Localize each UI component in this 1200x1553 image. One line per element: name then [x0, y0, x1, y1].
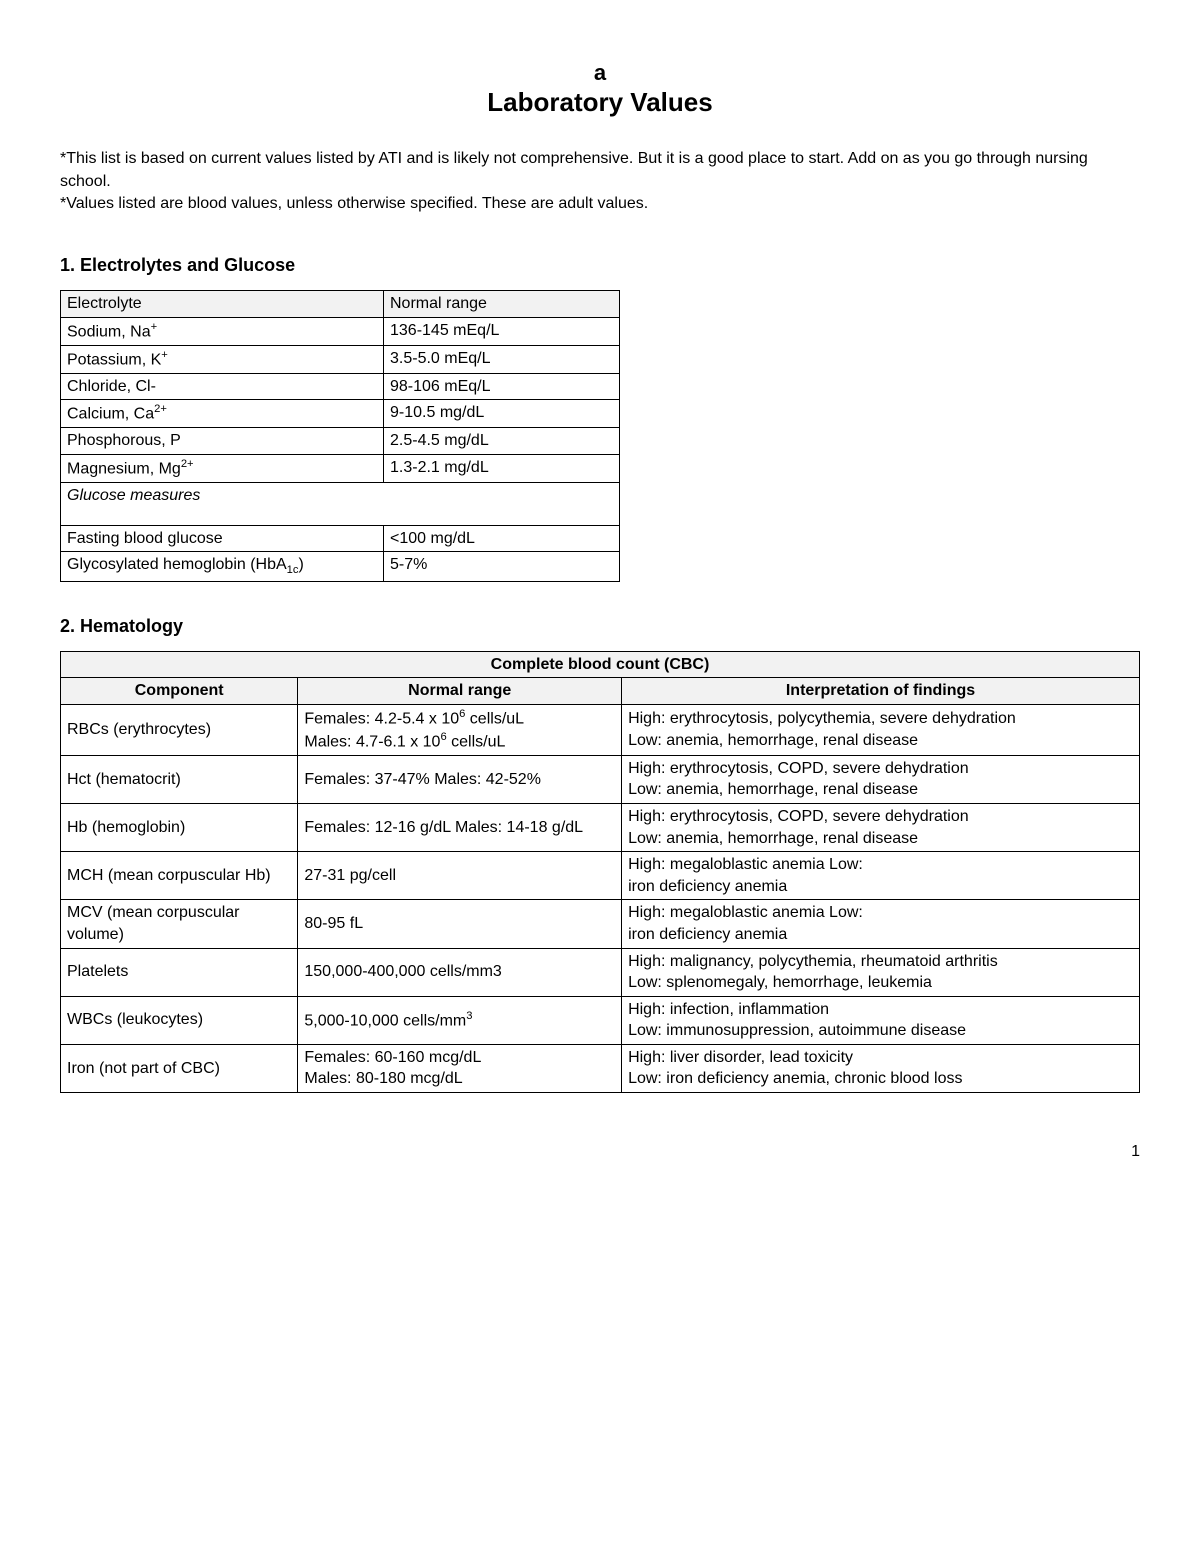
- cbc-component: Hb (hemoglobin): [61, 803, 298, 851]
- electrolyte-name: Phosphorous, P: [61, 428, 384, 455]
- cbc-range: 5,000-10,000 cells/mm3: [298, 996, 622, 1044]
- table-row: Magnesium, Mg2+1.3-2.1 mg/dL: [61, 454, 620, 482]
- cbc-banner: Complete blood count (CBC): [61, 651, 1140, 678]
- cbc-range: 80-95 fL: [298, 900, 622, 948]
- table-row: Chloride, Cl-98-106 mEq/L: [61, 373, 620, 400]
- electrolyte-range: 1.3-2.1 mg/dL: [384, 454, 620, 482]
- cbc-header-component: Component: [61, 678, 298, 705]
- cbc-interpretation: High: malignancy, polycythemia, rheumato…: [622, 948, 1140, 996]
- glucose-divider: Glucose measures: [61, 482, 620, 525]
- electrolyte-range: 98-106 mEq/L: [384, 373, 620, 400]
- electrolyte-range: 2.5-4.5 mg/dL: [384, 428, 620, 455]
- table-row: MCV (mean corpuscular volume)80-95 fLHig…: [61, 900, 1140, 948]
- cbc-component: RBCs (erythrocytes): [61, 704, 298, 755]
- table-row: Calcium, Ca2+9-10.5 mg/dL: [61, 400, 620, 428]
- electrolyte-range: 136-145 mEq/L: [384, 317, 620, 345]
- electrolyte-header-range: Normal range: [384, 291, 620, 318]
- cbc-range: Females: 4.2-5.4 x 106 cells/uLMales: 4.…: [298, 704, 622, 755]
- cbc-component: Platelets: [61, 948, 298, 996]
- cbc-component: MCH (mean corpuscular Hb): [61, 852, 298, 900]
- page-title: Laboratory Values: [60, 86, 1140, 120]
- cbc-range: Females: 12-16 g/dL Males: 14-18 g/dL: [298, 803, 622, 851]
- table-row: Sodium, Na+136-145 mEq/L: [61, 317, 620, 345]
- electrolyte-name: Magnesium, Mg2+: [61, 454, 384, 482]
- section-2-heading: 2. Hematology: [60, 616, 1140, 637]
- cbc-header-range: Normal range: [298, 678, 622, 705]
- cbc-component: Hct (hematocrit): [61, 755, 298, 803]
- table-row: WBCs (leukocytes)5,000-10,000 cells/mm3H…: [61, 996, 1140, 1044]
- table-row: MCH (mean corpuscular Hb)27-31 pg/cellHi…: [61, 852, 1140, 900]
- electrolyte-name: Chloride, Cl-: [61, 373, 384, 400]
- electrolyte-range: 9-10.5 mg/dL: [384, 400, 620, 428]
- cbc-component: WBCs (leukocytes): [61, 996, 298, 1044]
- electrolyte-table: Electrolyte Normal range Sodium, Na+136-…: [60, 290, 620, 581]
- glucose-range: <100 mg/dL: [384, 525, 620, 552]
- electrolyte-name: Potassium, K+: [61, 345, 384, 373]
- table-row: Hct (hematocrit)Females: 37-47% Males: 4…: [61, 755, 1140, 803]
- cbc-range: 27-31 pg/cell: [298, 852, 622, 900]
- cbc-range: Females: 60-160 mcg/dLMales: 80-180 mcg/…: [298, 1044, 622, 1092]
- cbc-interpretation: High: erythrocytosis, COPD, severe dehyd…: [622, 755, 1140, 803]
- section-1-heading: 1. Electrolytes and Glucose: [60, 255, 1140, 276]
- cbc-interpretation: High: liver disorder, lead toxicityLow: …: [622, 1044, 1140, 1092]
- intro-line-2: *Values listed are blood values, unless …: [60, 193, 1140, 215]
- cbc-interpretation: High: erythrocytosis, polycythemia, seve…: [622, 704, 1140, 755]
- table-row: Glycosylated hemoglobin (HbA1c)5-7%: [61, 552, 620, 581]
- table-row: Platelets150,000-400,000 cells/mm3High: …: [61, 948, 1140, 996]
- cbc-component: Iron (not part of CBC): [61, 1044, 298, 1092]
- intro-line-1: *This list is based on current values li…: [60, 148, 1140, 193]
- title-prefix: a: [60, 60, 1140, 86]
- cbc-component: MCV (mean corpuscular volume): [61, 900, 298, 948]
- table-row: RBCs (erythrocytes)Females: 4.2-5.4 x 10…: [61, 704, 1140, 755]
- cbc-interpretation: High: megaloblastic anemia Low:iron defi…: [622, 900, 1140, 948]
- cbc-range: Females: 37-47% Males: 42-52%: [298, 755, 622, 803]
- page-number: 1: [60, 1143, 1140, 1161]
- table-row: Potassium, K+3.5-5.0 mEq/L: [61, 345, 620, 373]
- cbc-header-interpretation: Interpretation of findings: [622, 678, 1140, 705]
- intro-block: *This list is based on current values li…: [60, 148, 1140, 215]
- glucose-name: Glycosylated hemoglobin (HbA1c): [61, 552, 384, 581]
- table-row: Hb (hemoglobin)Females: 12-16 g/dL Males…: [61, 803, 1140, 851]
- glucose-name: Fasting blood glucose: [61, 525, 384, 552]
- cbc-table: Complete blood count (CBC) Component Nor…: [60, 651, 1140, 1093]
- cbc-interpretation: High: infection, inflammationLow: immuno…: [622, 996, 1140, 1044]
- electrolyte-name: Sodium, Na+: [61, 317, 384, 345]
- table-row: Iron (not part of CBC)Females: 60-160 mc…: [61, 1044, 1140, 1092]
- cbc-interpretation: High: megaloblastic anemia Low:iron defi…: [622, 852, 1140, 900]
- electrolyte-header-name: Electrolyte: [61, 291, 384, 318]
- electrolyte-name: Calcium, Ca2+: [61, 400, 384, 428]
- table-row: Fasting blood glucose<100 mg/dL: [61, 525, 620, 552]
- electrolyte-range: 3.5-5.0 mEq/L: [384, 345, 620, 373]
- table-row: Phosphorous, P2.5-4.5 mg/dL: [61, 428, 620, 455]
- glucose-range: 5-7%: [384, 552, 620, 581]
- cbc-interpretation: High: erythrocytosis, COPD, severe dehyd…: [622, 803, 1140, 851]
- cbc-range: 150,000-400,000 cells/mm3: [298, 948, 622, 996]
